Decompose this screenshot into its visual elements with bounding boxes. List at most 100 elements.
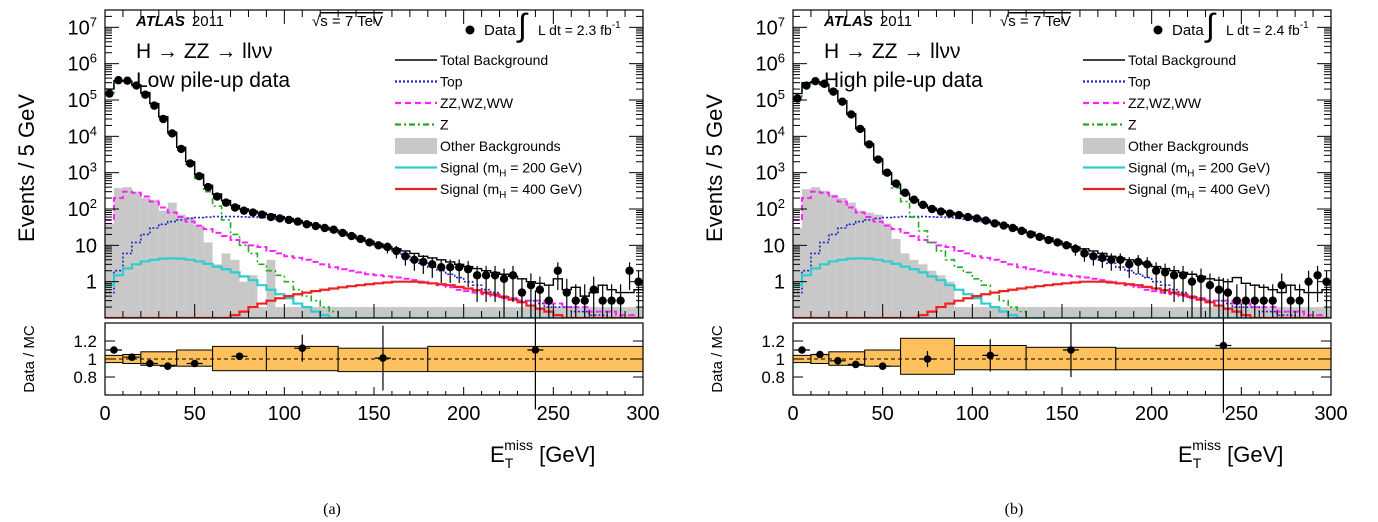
other-bkg-bar [418,307,428,318]
x-tick-label: 250 [537,403,570,425]
lumi-label: L dt = 2.3 fb-1 [538,20,621,38]
ratio-panel [104,290,644,410]
legend-total-label: Total Background [440,52,548,68]
other-bkg-bar [1115,307,1125,318]
data-point [802,81,811,90]
data-point [918,200,928,210]
sqrt-s-label: √s = 7 TeV [312,13,383,30]
data-point [150,101,159,110]
other-bkg-bar [801,189,811,318]
legend-zz-label: ZZ,WZ,WW [440,95,514,111]
other-bkg-bar [1088,307,1098,318]
data-point [463,265,473,274]
data-point [873,155,883,164]
x-tick-label: 150 [357,403,390,425]
data-point [1125,260,1134,269]
data-point [419,257,428,267]
data-point [562,288,571,297]
x-tick-label: 150 [1045,403,1078,425]
data-point [383,242,392,252]
data-point [847,110,856,119]
other-bkg-bar [329,307,339,318]
data-point [1080,249,1089,258]
other-bkg-bar [936,275,946,318]
data-point [446,263,455,272]
data-point [856,124,865,134]
sqrt-s-label: √s = 7 TeV [1000,13,1071,30]
legend-data-marker [1153,25,1163,35]
other-bkg-bar [864,212,874,318]
other-bkg-bar [882,223,892,318]
data-point [909,195,919,204]
data-point [954,210,964,220]
data-point [1107,255,1116,264]
data-point [1044,235,1053,245]
other-bkg-bar [302,307,312,318]
data-point [589,285,598,294]
data-point [114,76,123,85]
legend-z-label: Z [440,117,449,133]
other-bkg-bar [365,307,374,318]
other-bkg-bar [1313,307,1323,318]
other-bkg-bar [275,307,285,318]
data-point [616,296,625,305]
panel-caption: (a) [323,501,341,518]
data-point [793,94,802,103]
data-point [428,260,437,269]
data-point [838,97,847,106]
other-bkg-bar [900,253,910,318]
y-tick-label: 106 [68,51,97,76]
legend-sig400-label: Signal (mH = 400 GeV) [440,181,582,201]
other-bkg-bar [927,270,937,318]
data-point [266,212,276,222]
y-tick-label: 104 [68,123,97,148]
ratio-y-axis-label: Data / MC [21,325,38,393]
other-bkg-bar [113,187,123,318]
ratio-y-tick-label: 0.8 [73,368,97,387]
y-tick-label: 102 [756,196,785,221]
legend-other-label: Other Backgrounds [440,138,561,154]
other-bkg-bar [221,253,231,318]
data-point [544,296,554,305]
legend-sig200-label: Signal (mH = 200 GeV) [1128,160,1270,180]
series-top-line [793,215,1331,318]
other-bkg-bar [454,307,464,318]
other-bkg-bar [793,227,802,318]
other-bkg-bar [918,264,928,318]
data-point [221,198,231,207]
main-plot [793,76,1331,318]
data-point [132,81,141,90]
main-plot [105,76,643,318]
ratio-y-tick-label: 1.2 [73,332,97,351]
data-point [1160,268,1170,277]
other-bkg-bar [409,307,419,318]
y-axis-label: Events / 5 GeV [14,94,39,242]
data-point [1062,241,1071,250]
x-axis-label: ETmiss [GeV] [1178,437,1283,471]
subtitle-label: Low pile-up data [136,69,290,92]
data-point [981,216,990,225]
ratio-point [235,352,244,361]
other-bkg-bar [427,307,437,318]
ratio-point [128,353,136,362]
data-point [517,288,527,297]
other-bkg-bar [230,259,240,318]
y-tick-label: 103 [756,160,785,185]
subtitle-label: High pile-up data [824,69,983,92]
series-total-line [793,80,1331,294]
series-total-line [105,79,643,297]
other-bkg-bar [846,202,856,318]
ratio-point [110,346,118,354]
other-bkg-bar [185,217,195,318]
ratio-point [531,346,540,354]
legend-zz-label: ZZ,WZ,WW [1128,95,1202,111]
data-point [571,296,580,305]
legend-total-label: Total Background [1128,52,1236,68]
data-point [820,79,829,88]
x-tick-label: 200 [1135,403,1168,425]
y-tick-label: 10 [75,235,97,257]
legend-other-swatch [395,138,437,154]
other-bkg-bar [194,225,204,318]
data-point [490,271,500,280]
